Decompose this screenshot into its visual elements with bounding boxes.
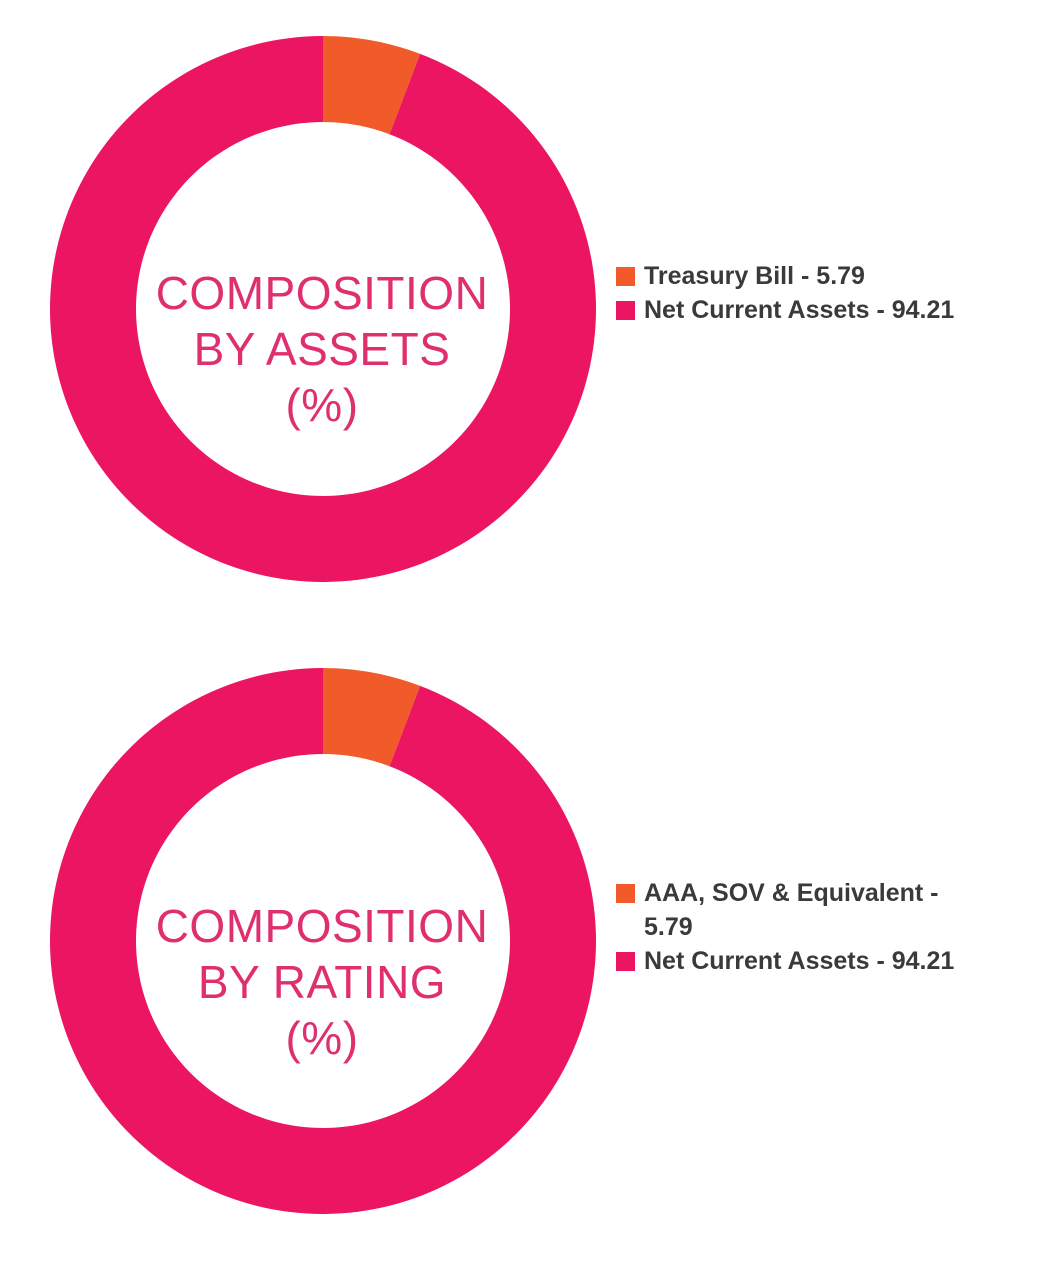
chart-title-line-2: BY RATING [197,956,447,1008]
chart-center-title: COMPOSITION BY ASSETS (%) [132,265,512,433]
chart-composition-by-rating: COMPOSITION BY RATING (%) AAA, SOV & Equ… [0,632,1055,1214]
legend-swatch-primary [616,301,635,320]
legend-item-treasury-bill: Treasury Bill - 5.79 [616,259,1016,293]
legend-label: Treasury Bill - 5.79 [644,262,865,290]
legend-label: Net Current Assets - 94.21 [644,947,955,975]
pie-slice-aaa-sov-equivalent [323,668,421,767]
chart-center-title: COMPOSITION BY RATING (%) [132,898,512,1066]
legend-swatch-secondary [616,884,635,903]
legend-label: Net Current Assets - 94.21 [644,296,955,324]
legend-item-net-current-assets: Net Current Assets - 94.21 [616,944,1016,978]
chart-title-line-1: COMPOSITION [155,267,489,319]
chart-legend: AAA, SOV & Equivalent - 5.79 Net Current… [616,876,1016,978]
legend-swatch-primary [616,952,635,971]
pie-slice-net-current-assets [49,36,597,582]
donut-chart-assets [49,36,597,582]
legend-label: AAA, SOV & Equivalent - 5.79 [644,879,939,941]
legend-swatch-secondary [616,267,635,286]
chart-title-line-1: COMPOSITION [155,900,489,952]
chart-composition-by-assets: COMPOSITION BY ASSETS (%) Treasury Bill … [0,0,1055,582]
legend-item-net-current-assets: Net Current Assets - 94.21 [616,293,1016,327]
pie-slice-treasury-bill [323,36,421,135]
chart-legend: Treasury Bill - 5.79 Net Current Assets … [616,259,1016,327]
pie-slice-net-current-assets [49,668,597,1214]
chart-title-line-2: BY ASSETS [193,323,451,375]
chart-title-line-3: (%) [285,379,359,431]
chart-title-line-3: (%) [285,1012,359,1064]
legend-item-aaa-sov-equivalent: AAA, SOV & Equivalent - 5.79 [616,876,1016,944]
donut-chart-rating [49,668,597,1214]
